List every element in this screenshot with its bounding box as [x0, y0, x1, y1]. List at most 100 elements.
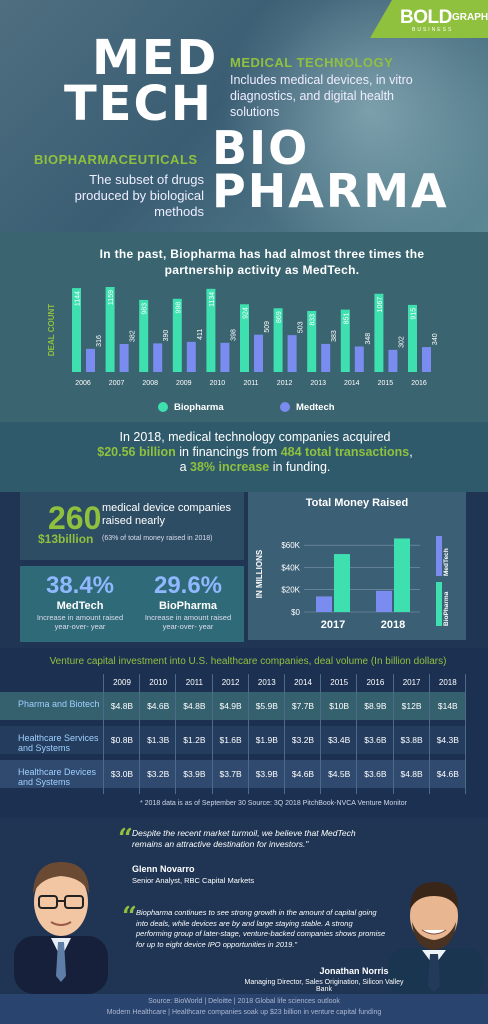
- vc-table-title: Venture capital investment into U.S. hea…: [49, 656, 447, 667]
- vc-year-header: 2011: [185, 678, 203, 687]
- money-x-tick-label: 2018: [381, 619, 405, 631]
- biopharma-bar: [240, 304, 249, 372]
- vc-grid-line: [103, 674, 104, 794]
- vc-table-cell: $0.8B: [110, 735, 134, 745]
- vc-footnote: * 2018 data is as of September 30 Source…: [140, 800, 407, 807]
- growth-stat-box: [20, 566, 244, 642]
- money-legend-medtech-label: MedTech: [443, 548, 450, 576]
- vc-grid-line: [320, 674, 322, 794]
- medtech-description: Includes medical devices, in vitro diagn…: [230, 73, 413, 119]
- medtech-growth-pct: 38.4%: [45, 572, 115, 599]
- biopharma-bar: [206, 288, 216, 372]
- vc-table-cell: $4.6B: [436, 769, 459, 779]
- quote-1-text: Despite the recent market turmoil, we be…: [132, 828, 356, 849]
- statement-end: in funding.: [269, 460, 331, 474]
- sources-footer: Source: BioWorld | Deloitte | 2018 Globa…: [0, 994, 488, 1024]
- sources-line-1: Source: BioWorld | Deloitte | 2018 Globa…: [148, 998, 340, 1005]
- money-y-tick-label: $20K: [281, 586, 300, 595]
- biopharma-bar: [105, 287, 115, 372]
- vc-year-header: 2015: [330, 678, 349, 687]
- medtech-bar: [186, 341, 196, 372]
- medtech-value-label: 382: [130, 330, 137, 342]
- biopharma-bar: [408, 304, 417, 372]
- vc-table-cell: $4.3B: [436, 735, 459, 745]
- legend-biopharma-label: Biopharma: [174, 402, 224, 413]
- medtech-label: MEDICAL TECHNOLOGY: [230, 55, 394, 70]
- vc-table-cell: $4.8B: [183, 701, 206, 711]
- deal-count-chart: DEAL COUNT 1144 316 2006 1159 382 2007 983 390 20…: [47, 287, 439, 387]
- vc-table-cell: $4.5B: [328, 769, 351, 779]
- funding-stat-box: [20, 492, 244, 560]
- vc-year-header: 2010: [149, 678, 168, 687]
- vc-grid-line: [247, 674, 249, 794]
- vc-grid-line: [428, 674, 430, 794]
- vc-table-cell: $1.3B: [147, 735, 170, 745]
- vc-grid-line: [284, 674, 285, 794]
- statement-section: In 2018, medical technology companies ac…: [0, 422, 488, 492]
- money-y-tick-label: $40K: [281, 563, 300, 572]
- vc-table-cell: $7.7B: [291, 701, 315, 711]
- medtech-value-label: 503: [298, 321, 305, 333]
- legend-biopharma-swatch: [158, 402, 168, 412]
- quote-2-title: Managing Director, Sales Origination, Si…: [244, 979, 404, 993]
- medtech-growth-label: MedTech: [56, 600, 104, 612]
- vc-table-cell: $3.8B: [400, 735, 423, 745]
- amount-highlight: $20.56 billion: [97, 445, 176, 459]
- biopharma-bar: [139, 299, 149, 372]
- money-biopharma-bar: [394, 538, 410, 612]
- statement-line-1: In 2018, medical technology companies ac…: [119, 430, 391, 444]
- medtech-value-label: 316: [96, 335, 103, 347]
- vc-table-cell: $14B: [437, 701, 458, 711]
- biopharma-value-label: 1134: [209, 292, 216, 307]
- vc-table-cell: $1.2B: [183, 735, 206, 745]
- medtech-value-label: 383: [331, 330, 338, 342]
- money-chart-title: Total Money Raised: [305, 497, 409, 509]
- biopharma-bar: [273, 308, 283, 372]
- biopharma-bar: [72, 288, 81, 372]
- vc-grid-line: [465, 674, 466, 794]
- deal-y-axis-label: DEAL COUNT: [47, 304, 56, 356]
- vc-table-cell: $3.6B: [364, 769, 387, 779]
- vc-grid-line: [211, 674, 213, 794]
- statement-line-2: $20.56 billion in financings from 484 to…: [90, 445, 420, 460]
- deal-x-tick-label: 2016: [411, 380, 427, 387]
- biopharma-value-label: 1159: [108, 290, 115, 305]
- biopharma-value-label: 833: [310, 314, 317, 326]
- biopharma-growth-desc: Increase in amount raised year-over- yea…: [144, 613, 232, 631]
- biopharma-description: The subset of drugs produced by biologic…: [74, 172, 204, 219]
- vc-table-cell: $3.7B: [219, 769, 242, 779]
- legend-medtech-swatch: [280, 402, 290, 412]
- money-medtech-bar: [316, 596, 332, 612]
- vc-table-cell: $3.4B: [328, 735, 351, 745]
- med-heading: MED: [92, 30, 219, 86]
- deal-x-tick-label: 2011: [243, 380, 258, 387]
- biopharma-value-label: 983: [142, 303, 149, 315]
- biopharma-value-label: 1144: [75, 291, 82, 306]
- biopharma-label: BIOPHARMACEUTICALS: [34, 152, 198, 167]
- quote-1-name: Glenn Novarro: [132, 864, 195, 874]
- biopharma-growth-label: BioPharma: [158, 600, 218, 612]
- increase-highlight: 38% increase: [190, 460, 270, 474]
- vc-table-cell: $4.8B: [110, 701, 134, 711]
- money-legend-medtech-swatch: [436, 536, 442, 576]
- vc-table-cell: $4.8B: [400, 769, 423, 779]
- medtech-bar: [86, 348, 95, 372]
- vc-row-label: Healthcare Devices and Systems: [18, 767, 97, 787]
- quote-2-name: Jonathan Norris: [319, 966, 389, 976]
- medtech-bar: [220, 342, 230, 372]
- deal-x-tick-label: 2006: [75, 380, 91, 387]
- transactions-highlight: 484 total transactions: [280, 445, 410, 459]
- deal-x-tick-label: 2007: [109, 380, 125, 387]
- biopharma-bar: [172, 298, 182, 372]
- vc-table-row: Healthcare Devices and Systems $3.0B $3.2B…: [0, 760, 466, 788]
- legend-medtech-label: Medtech: [296, 402, 335, 413]
- vc-table-cell: $4.9B: [219, 701, 242, 711]
- biopharma-value-label: 851: [343, 312, 350, 324]
- medtech-value-label: 348: [365, 333, 372, 345]
- statement-comma: ,: [409, 445, 413, 459]
- bio-heading: BIO: [212, 121, 310, 175]
- money-chart-box: [248, 492, 466, 640]
- header-banner: [0, 0, 488, 232]
- vc-table-cell: $3.9B: [183, 769, 206, 779]
- vc-table-cell: $12B: [401, 701, 422, 711]
